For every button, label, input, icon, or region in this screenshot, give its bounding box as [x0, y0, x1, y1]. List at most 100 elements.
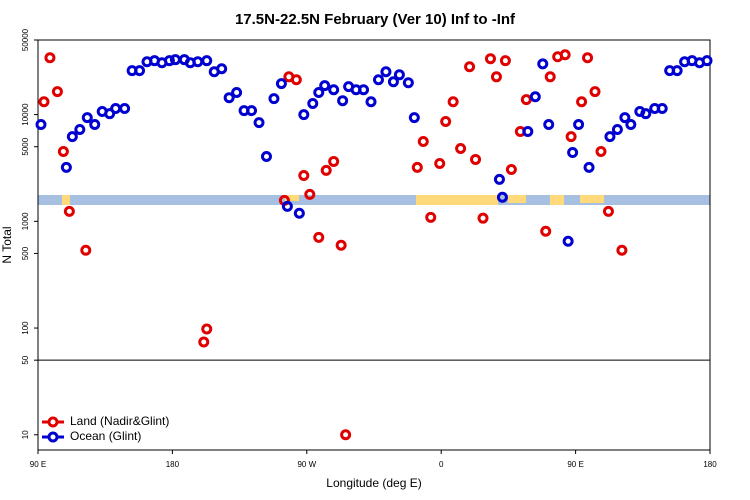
- y-tick-label: 5000: [21, 137, 30, 155]
- point: [544, 71, 556, 83]
- point: [540, 225, 552, 237]
- point: [104, 108, 116, 120]
- point: [80, 244, 92, 256]
- point: [246, 105, 258, 117]
- x-tick-label: 180: [703, 460, 717, 469]
- point: [499, 55, 511, 67]
- point: [490, 71, 502, 83]
- point: [372, 74, 384, 86]
- point: [496, 191, 508, 203]
- point: [565, 131, 577, 143]
- point: [559, 49, 571, 61]
- point: [335, 239, 347, 251]
- point: [216, 63, 228, 75]
- point: [380, 66, 392, 78]
- point: [198, 336, 210, 348]
- point: [455, 143, 467, 155]
- y-tick-label: 1000: [21, 212, 30, 230]
- point: [611, 124, 623, 136]
- point: [411, 161, 423, 173]
- point: [51, 86, 63, 98]
- point: [595, 146, 607, 158]
- point: [619, 112, 631, 124]
- point: [408, 112, 420, 124]
- point: [89, 119, 101, 131]
- point: [576, 96, 588, 108]
- point: [701, 55, 713, 67]
- point: [298, 169, 310, 181]
- legend-marker: [47, 416, 59, 428]
- point: [81, 112, 93, 124]
- point: [38, 96, 50, 108]
- point: [319, 80, 331, 92]
- point: [505, 163, 517, 175]
- point: [583, 161, 595, 173]
- point: [260, 150, 272, 162]
- point: [192, 56, 204, 68]
- point: [562, 235, 574, 247]
- point: [74, 124, 86, 136]
- point: [293, 207, 305, 219]
- map-strip: [38, 195, 710, 205]
- y-tick-label: 50: [21, 355, 30, 364]
- x-tick-label: 90 W: [297, 460, 316, 469]
- point: [470, 153, 482, 165]
- point: [60, 161, 72, 173]
- point: [110, 103, 122, 115]
- x-tick-label: 0: [439, 460, 444, 469]
- point: [520, 94, 532, 106]
- point: [307, 98, 319, 110]
- legend-marker: [47, 431, 59, 443]
- point: [616, 244, 628, 256]
- point: [434, 158, 446, 170]
- point: [640, 108, 652, 120]
- point: [163, 55, 175, 67]
- point: [35, 119, 47, 131]
- y-tick-label: 50000: [21, 28, 30, 51]
- point: [44, 52, 56, 64]
- point: [484, 53, 496, 65]
- point: [66, 131, 78, 143]
- point: [63, 205, 75, 217]
- point: [671, 65, 683, 77]
- point: [543, 119, 555, 131]
- point: [119, 103, 131, 115]
- point: [201, 323, 213, 335]
- point: [625, 119, 637, 131]
- point: [365, 96, 377, 108]
- point: [268, 93, 280, 105]
- chart-title: 17.5N-22.5N February (Ver 10) Inf to -In…: [235, 11, 516, 28]
- point: [582, 52, 594, 64]
- point: [425, 211, 437, 223]
- point: [537, 58, 549, 70]
- point: [656, 103, 668, 115]
- point: [493, 173, 505, 185]
- y-tick-label: 100: [21, 321, 30, 335]
- point: [298, 109, 310, 121]
- legend-label: Land (Nadir&Glint): [70, 414, 169, 428]
- plot-frame: [37, 39, 711, 451]
- point: [573, 119, 585, 131]
- point: [275, 78, 287, 90]
- y-axis-label: N Total: [0, 226, 14, 263]
- point: [522, 126, 534, 138]
- point: [567, 147, 579, 159]
- point: [440, 116, 452, 128]
- x-tick-label: 180: [166, 460, 180, 469]
- point: [201, 55, 213, 67]
- point: [223, 92, 235, 104]
- x-tick-label: 90 E: [30, 460, 46, 469]
- point: [313, 231, 325, 243]
- point: [387, 76, 399, 88]
- point: [358, 84, 370, 96]
- point: [304, 188, 316, 200]
- point: [337, 95, 349, 107]
- point: [464, 61, 476, 73]
- point: [290, 74, 302, 86]
- point: [253, 117, 265, 129]
- point: [417, 135, 429, 147]
- x-tick-label: 90 E: [567, 460, 583, 469]
- x-axis-label: Longitude (deg E): [326, 476, 421, 490]
- point: [447, 96, 459, 108]
